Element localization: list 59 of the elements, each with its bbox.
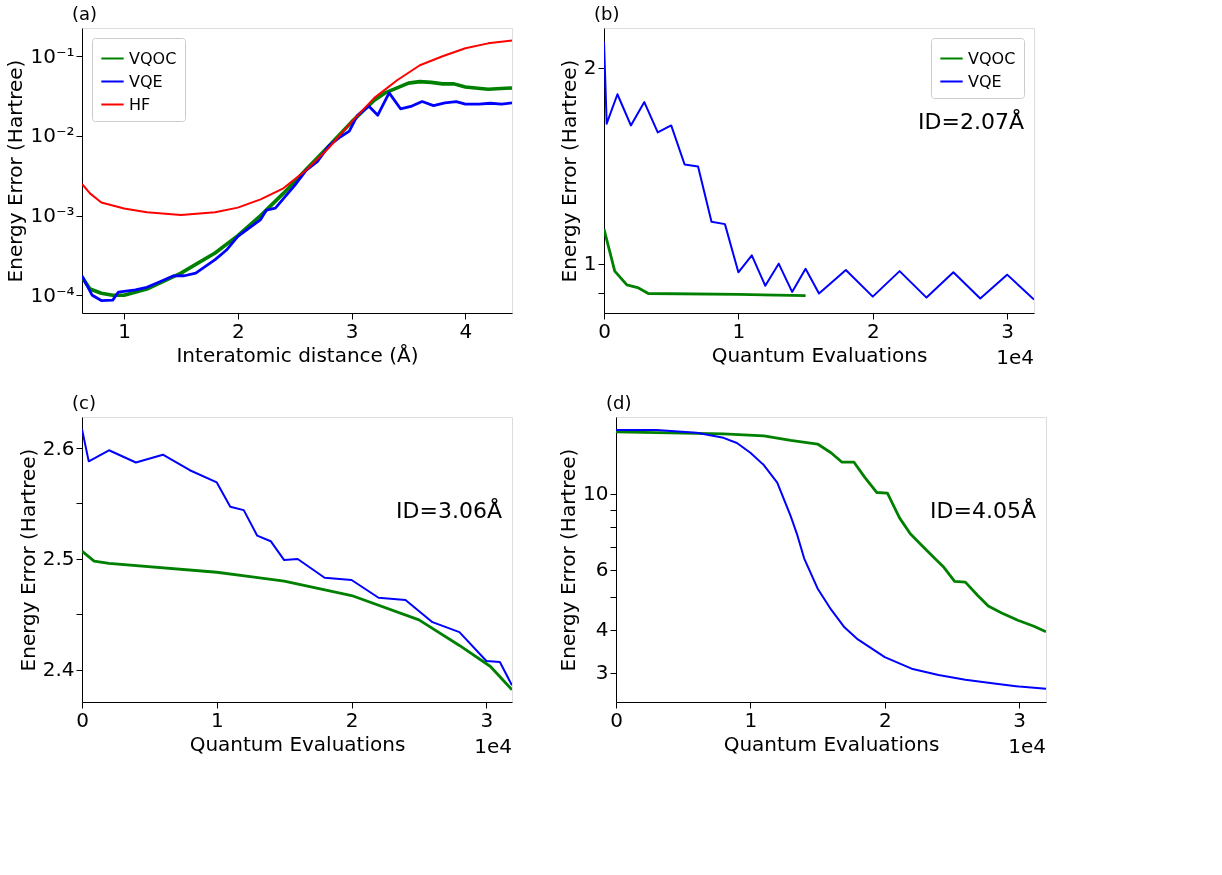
x-tick-label: 3 [345, 318, 359, 343]
x-tick-label: 2 [878, 707, 892, 732]
x-tick-label: 3 [1001, 318, 1014, 343]
y-tick-label: 10⁻⁴ [30, 282, 75, 307]
y-tick-label: 2.4 [42, 657, 75, 682]
legend-label: VQE [968, 71, 1002, 91]
legend-label: VQOC [129, 48, 177, 68]
x-axis-title: Interatomic distance (Å) [176, 342, 419, 367]
x-tick-label: 0 [610, 707, 623, 732]
y-tick-label: 2.5 [42, 546, 75, 571]
x-tick-label: 1 [732, 318, 746, 343]
x-axis-title: Quantum Evaluations [711, 342, 928, 367]
legend-label: VQE [129, 71, 163, 91]
text: 1e4 [474, 734, 512, 758]
y-tick-label: 4 [595, 617, 609, 642]
y-tick-label: 10⁻³ [30, 203, 75, 228]
x-tick-label: 1 [744, 707, 758, 732]
text: 1e4 [996, 345, 1034, 369]
line-series [82, 39, 512, 216]
x-tick-label: 1 [118, 318, 131, 343]
y-tick-label: 10⁻² [30, 123, 75, 148]
x-tick-label: 2 [345, 707, 359, 732]
chart-title: (c) [72, 392, 96, 413]
annotation: ID=4.05Å [930, 497, 1036, 524]
line-series [604, 227, 807, 298]
x-axis-title: Quantum Evaluations [189, 731, 406, 756]
line-series [616, 430, 1046, 634]
y-axis-title: Energy Error (Hartree) [3, 59, 28, 283]
legend-label: VQOC [968, 48, 1016, 68]
line-series [604, 40, 1034, 301]
y-axis-title: Energy Error (Hartree) [15, 448, 40, 672]
x-tick-label: 2 [231, 318, 245, 343]
y-tick-label: 2.6 [42, 435, 75, 460]
x-tick-label: 2 [866, 318, 880, 343]
chart-title: (d) [606, 392, 632, 413]
x-tick-label: 0 [76, 707, 89, 732]
x-tick-label: 0 [598, 318, 611, 343]
y-tick-label: 10⁻¹ [30, 43, 75, 68]
y-axis-title: Energy Error (Hartree) [556, 448, 581, 672]
text: 1e4 [1008, 734, 1046, 758]
annotation: ID=3.06Å [396, 497, 502, 524]
y-tick-label: 3 [595, 660, 609, 685]
x-tick-label: 3 [1013, 707, 1026, 732]
chart-title: (b) [594, 3, 620, 24]
line-series [82, 549, 512, 692]
x-tick-label: 1 [210, 707, 224, 732]
y-axis-title: Energy Error (Hartree) [556, 59, 581, 283]
y-tick-label: 2 [583, 55, 597, 80]
line-series [82, 428, 512, 687]
y-tick-label: 1 [583, 251, 597, 276]
chart-title: (a) [72, 3, 98, 24]
y-tick-label: 6 [595, 557, 609, 582]
line-series [616, 428, 1046, 690]
x-tick-label: 4 [459, 318, 473, 343]
annotation: ID=2.07Å [918, 108, 1024, 135]
x-tick-label: 3 [480, 707, 494, 732]
y-tick-label: 10 [583, 481, 609, 506]
legend-label: HF [129, 94, 151, 114]
x-axis-title: Quantum Evaluations [723, 731, 940, 756]
